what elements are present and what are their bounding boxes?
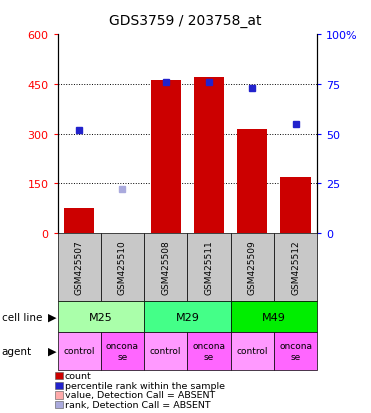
Text: agent: agent xyxy=(2,346,32,356)
Text: oncona
se: oncona se xyxy=(279,342,312,361)
Text: value, Detection Call = ABSENT: value, Detection Call = ABSENT xyxy=(65,390,215,399)
Text: M29: M29 xyxy=(175,312,199,322)
Text: GSM425512: GSM425512 xyxy=(291,240,300,294)
Text: oncona
se: oncona se xyxy=(106,342,139,361)
Text: control: control xyxy=(63,347,95,356)
Text: GSM425510: GSM425510 xyxy=(118,240,127,295)
Text: ▶: ▶ xyxy=(49,312,57,322)
Bar xyxy=(64,209,94,233)
Bar xyxy=(237,129,267,233)
Text: oncona
se: oncona se xyxy=(193,342,226,361)
Text: control: control xyxy=(150,347,181,356)
Text: ▶: ▶ xyxy=(49,346,57,356)
Bar xyxy=(151,81,181,233)
Bar xyxy=(194,78,224,233)
Text: GSM425509: GSM425509 xyxy=(248,240,257,295)
Text: GSM425511: GSM425511 xyxy=(204,240,213,295)
Text: M49: M49 xyxy=(262,312,286,322)
Text: GSM425508: GSM425508 xyxy=(161,240,170,295)
Text: percentile rank within the sample: percentile rank within the sample xyxy=(65,381,225,390)
Text: count: count xyxy=(65,371,92,380)
Text: cell line: cell line xyxy=(2,312,42,322)
Text: control: control xyxy=(237,347,268,356)
Text: GDS3759 / 203758_at: GDS3759 / 203758_at xyxy=(109,14,262,28)
Bar xyxy=(280,177,311,233)
Text: rank, Detection Call = ABSENT: rank, Detection Call = ABSENT xyxy=(65,400,211,409)
Text: GSM425507: GSM425507 xyxy=(75,240,83,295)
Text: M25: M25 xyxy=(89,312,113,322)
